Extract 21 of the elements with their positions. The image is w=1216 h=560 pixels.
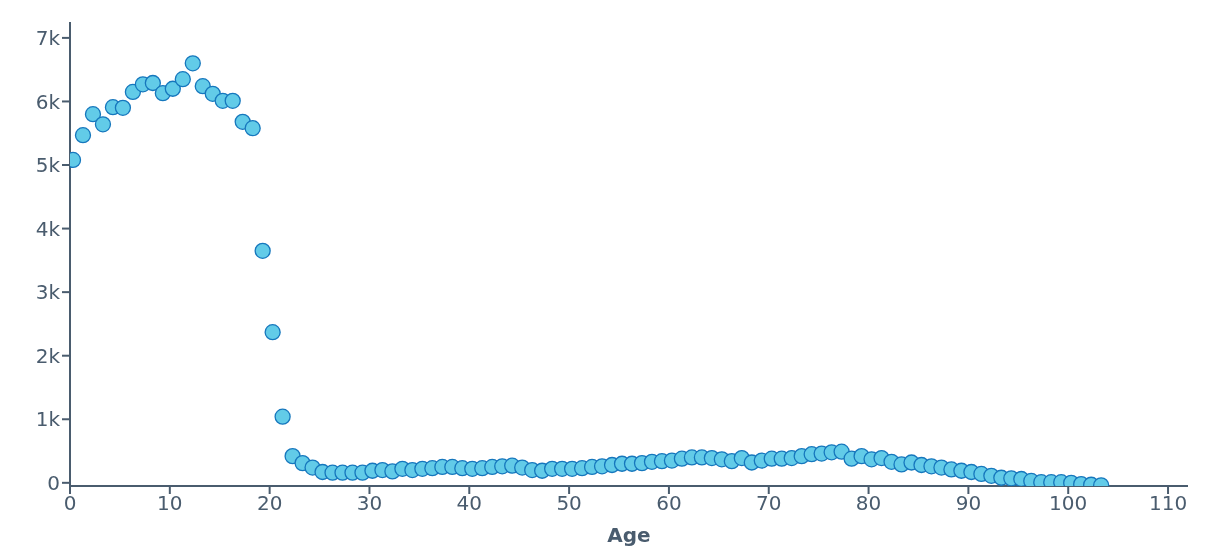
y-tick-label: 7k	[35, 25, 61, 50]
y-tick-label: 1k	[35, 407, 61, 432]
x-tick-label: 70	[756, 491, 782, 516]
x-tick-label: 110	[1148, 491, 1188, 516]
y-tick-label: 3k	[35, 280, 61, 305]
x-tick-label: 90	[955, 491, 982, 516]
x-tick-label: 40	[456, 491, 483, 516]
x-axis-title: Age	[607, 523, 651, 547]
x-tick-label: 100	[1049, 491, 1088, 516]
y-tick-label: 6k	[35, 89, 61, 114]
x-tick-label: 50	[556, 491, 582, 516]
y-tick-label: 4k	[35, 216, 61, 241]
x-tick-label: 10	[157, 491, 183, 516]
x-tick-label: 20	[256, 491, 283, 516]
x-tick-label: 60	[656, 491, 682, 516]
y-tick-label: 2k	[35, 343, 61, 368]
y-tick-label: 0	[47, 470, 60, 495]
x-tick-label: 0	[63, 491, 77, 516]
x-tick-label: 30	[356, 491, 383, 516]
x-tick-label: 80	[855, 491, 882, 516]
y-tick-label: 5k	[35, 153, 61, 178]
